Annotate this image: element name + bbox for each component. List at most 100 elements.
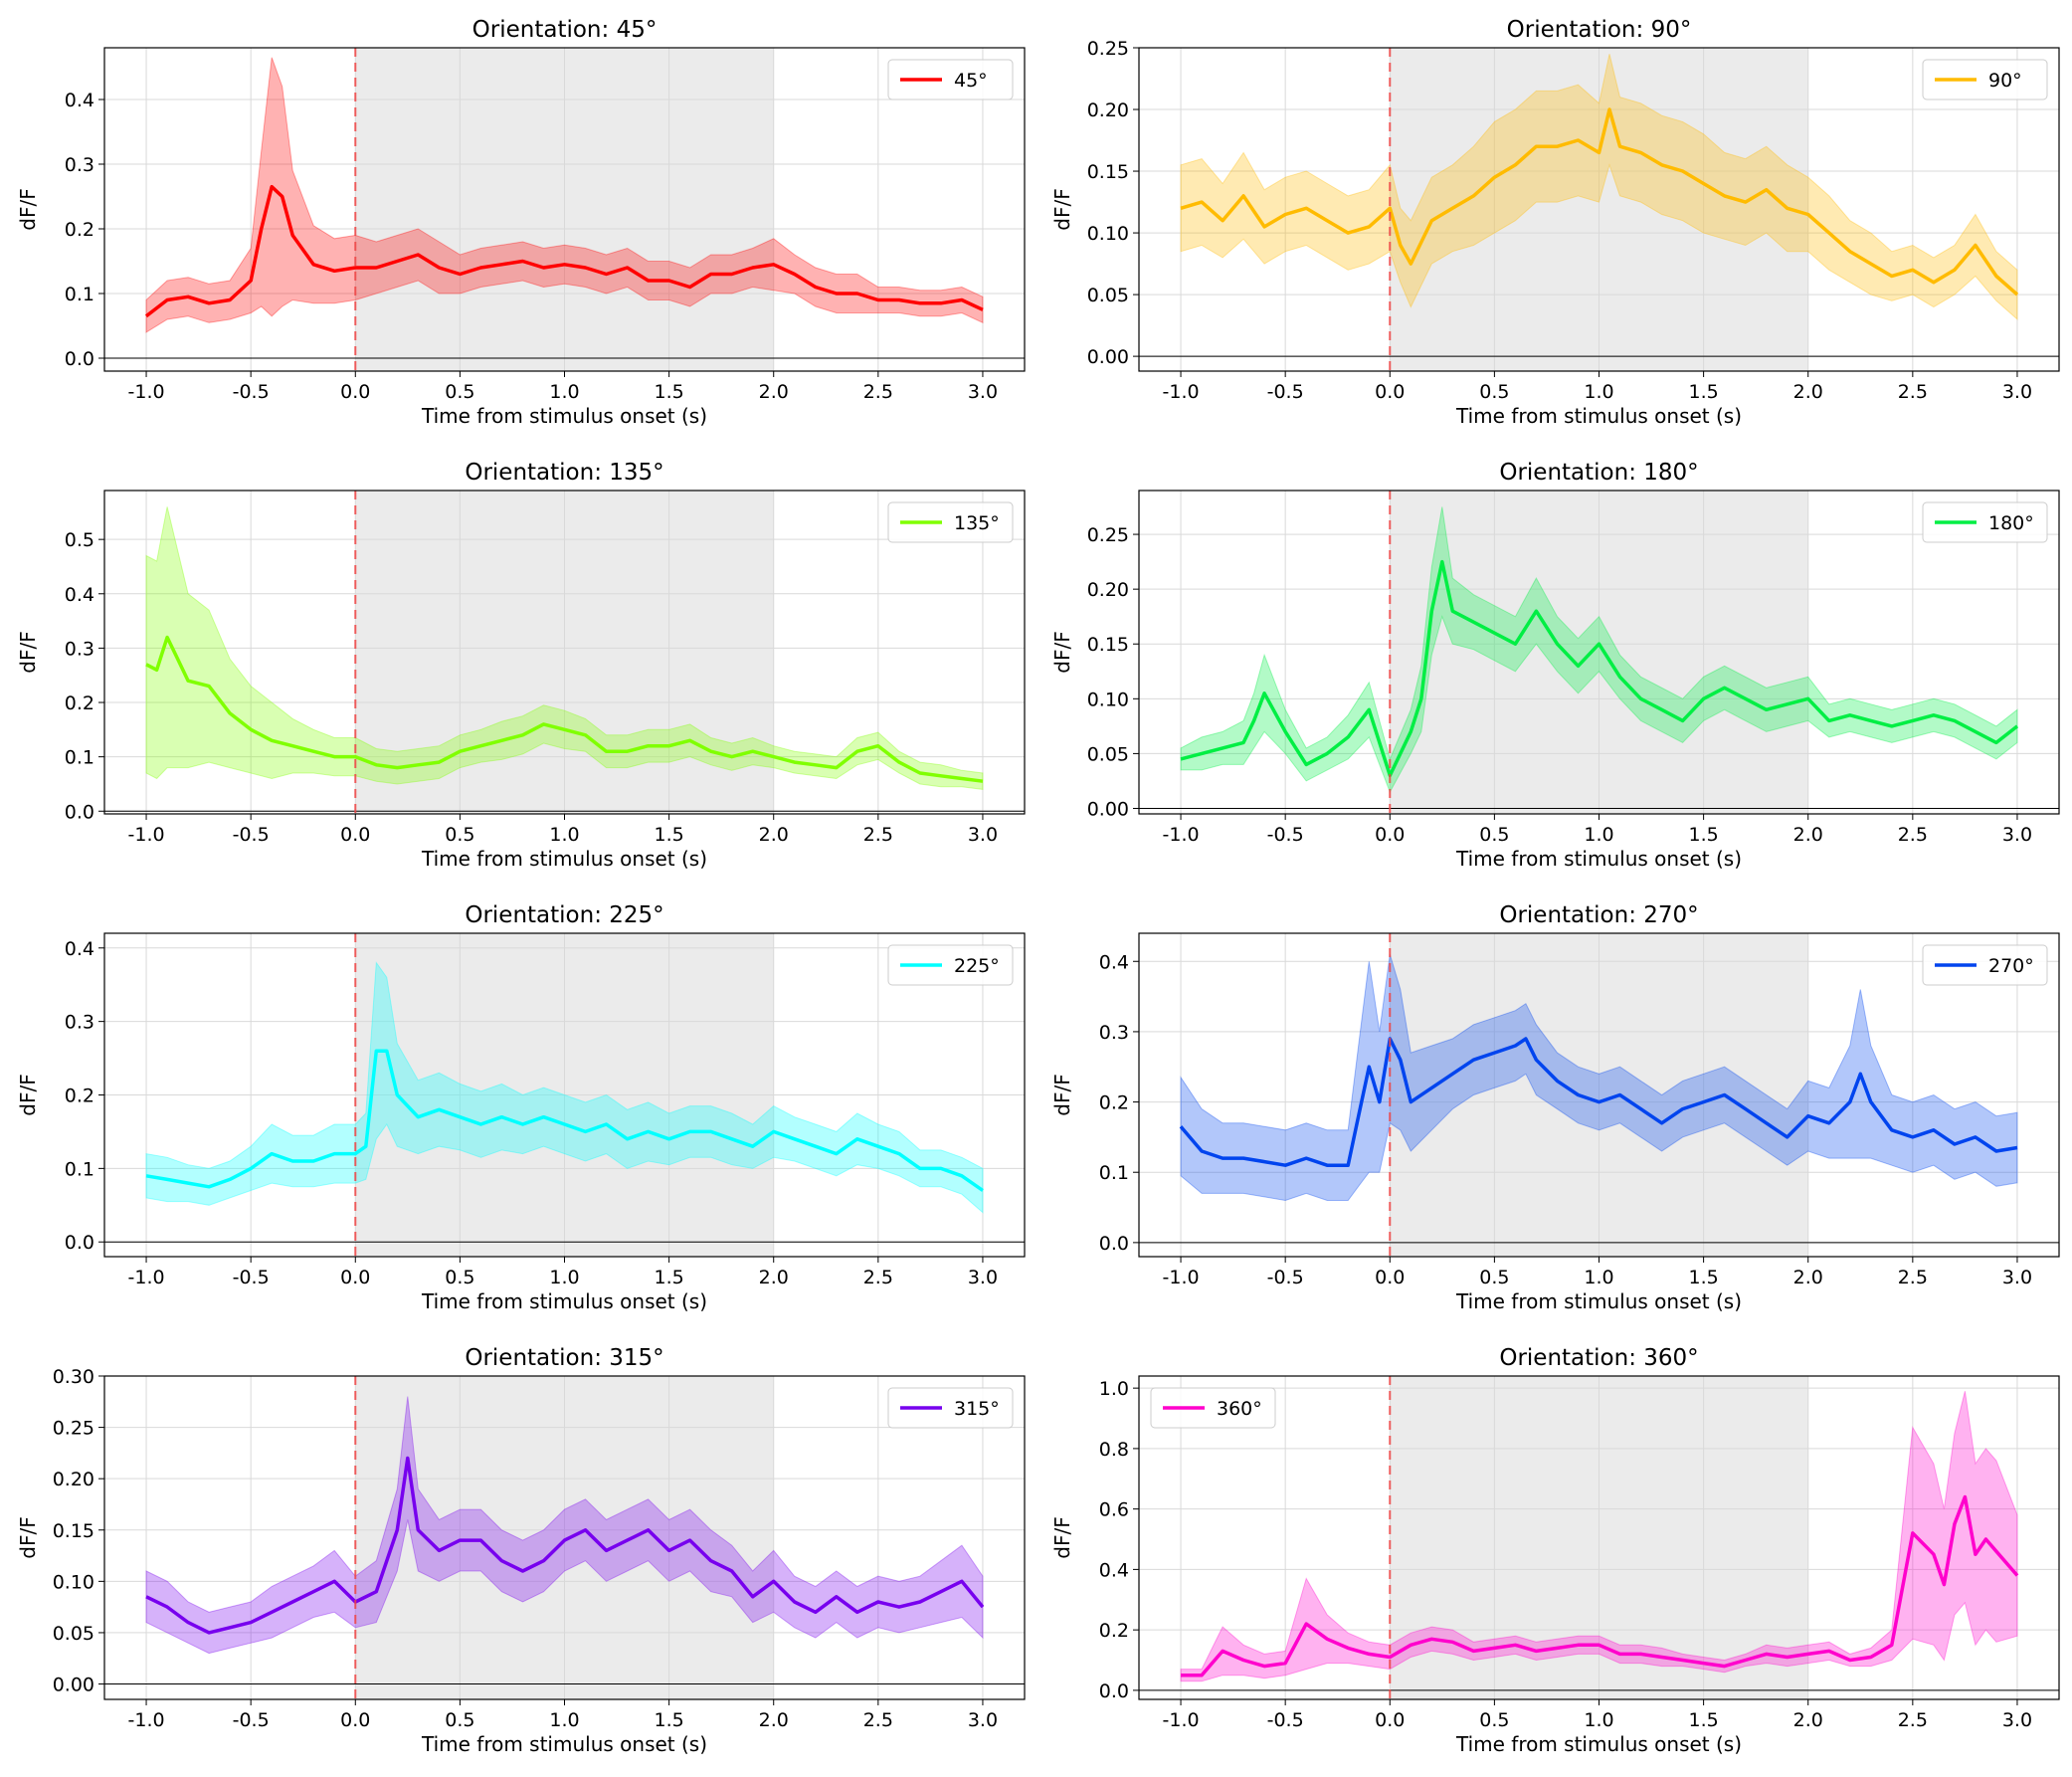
x-axis-label: Time from stimulus onset (s) (421, 847, 707, 871)
y-axis-label: dF/F (16, 631, 40, 673)
series-line (145, 1049, 985, 1192)
y-tick-label: 0.00 (1087, 798, 1129, 820)
series-line (1180, 559, 2019, 778)
x-tick-label: 3.0 (2002, 381, 2032, 403)
legend-label: 270° (1988, 955, 2034, 977)
x-tick-label: 0.5 (445, 1709, 474, 1731)
subplot-7: -1.0 -0.5 0.0 0.5 1.0 1.5 2.0 2.5 3.0 0.00 0.05 0.1… (16, 1345, 1026, 1756)
subplot-title: Orientation: 45° (472, 17, 658, 43)
x-tick-label: -0.5 (233, 1267, 270, 1288)
y-tick-label: 0.10 (53, 1571, 94, 1593)
y-tick-label: 0.25 (1087, 38, 1129, 60)
legend-label: 315° (954, 1398, 1000, 1420)
subplot-1: -1.0 -0.5 0.0 0.5 1.0 1.5 2.0 2.5 3.0 0.0 0.1 0.2 0.… (16, 17, 1026, 428)
error-band (1180, 54, 2018, 321)
x-axis-label: Time from stimulus onset (s) (421, 404, 707, 428)
x-tick-label: 0.5 (1479, 1267, 1509, 1288)
x-tick-label: -0.5 (233, 1709, 270, 1731)
x-tick-label: 2.0 (1793, 381, 1823, 403)
subplot-2: -1.0 -0.5 0.0 0.5 1.0 1.5 2.0 2.5 3.0 0.00 0.05 0.1… (1050, 17, 2060, 428)
y-tick-label: 0.20 (53, 1469, 94, 1490)
x-tick-label: 3.0 (2002, 1709, 2032, 1731)
x-tick-label: 0.0 (340, 824, 370, 846)
y-tick-label: 0.0 (1099, 1233, 1129, 1255)
series-line (144, 184, 984, 318)
y-tick-label: 0.30 (53, 1366, 94, 1388)
legend-box (1922, 944, 2048, 986)
x-axis-label: Time from stimulus onset (s) (1455, 404, 1742, 428)
legend-label: 180° (1988, 512, 2034, 534)
y-tick-label: 0.0 (65, 1232, 94, 1254)
y-tick-label: 0.05 (1087, 285, 1129, 306)
y-tick-label: 0.4 (65, 584, 94, 606)
x-tick-label: 0.0 (340, 381, 370, 403)
y-tick-label: 0.10 (1087, 689, 1129, 710)
x-tick-label: 0.0 (1375, 824, 1405, 846)
y-tick-label: 0.05 (53, 1623, 94, 1645)
x-tick-label: 2.5 (1898, 824, 1928, 846)
x-tick-label: 1.0 (1584, 381, 1613, 403)
subplot-3: -1.0 -0.5 0.0 0.5 1.0 1.5 2.0 2.5 3.0 0.0 0.1 0.2 0.… (16, 460, 1026, 871)
y-tick-label: 0.2 (1099, 1092, 1129, 1114)
legend-label: 90° (1988, 70, 2022, 92)
y-tick-label: 0.15 (53, 1520, 94, 1542)
x-tick-label: 0.5 (445, 1267, 474, 1288)
legend-box (887, 944, 1014, 986)
legend: 90° (1922, 59, 2048, 100)
x-tick-label: 0.0 (1375, 1267, 1405, 1288)
subplot-title: Orientation: 225° (465, 902, 663, 928)
y-axis-label: dF/F (1050, 1074, 1074, 1115)
x-tick-label: 3.0 (2002, 824, 2032, 846)
y-tick-label: 0.1 (65, 747, 94, 769)
x-tick-label: 0.5 (445, 824, 474, 846)
y-tick-label: 0.6 (1099, 1499, 1129, 1521)
y-tick-label: 0.20 (1087, 99, 1129, 121)
y-tick-label: 0.3 (65, 154, 94, 176)
x-tick-label: 2.5 (863, 1709, 893, 1731)
y-tick-label: 0.05 (1087, 743, 1129, 765)
x-axis-label: Time from stimulus onset (s) (1455, 1732, 1742, 1756)
x-axis-label: Time from stimulus onset (s) (421, 1732, 707, 1756)
legend: 315° (887, 1387, 1014, 1429)
x-tick-label: 3.0 (968, 1709, 998, 1731)
x-tick-label: 3.0 (968, 1267, 998, 1288)
legend-box (887, 59, 1014, 100)
x-tick-label: 2.0 (759, 824, 789, 846)
x-tick-label: 0.5 (1479, 1709, 1509, 1731)
legend: 360° (1150, 1387, 1276, 1429)
y-tick-label: 0.10 (1087, 223, 1129, 245)
legend-box (887, 501, 1014, 543)
x-tick-label: 0.0 (340, 1267, 370, 1288)
x-tick-label: 2.0 (1793, 824, 1823, 846)
y-tick-label: 0.0 (1099, 1680, 1129, 1702)
x-tick-label: -1.0 (1163, 824, 1200, 846)
y-tick-label: 0.2 (65, 219, 94, 241)
y-tick-label: 0.2 (65, 1086, 94, 1107)
y-tick-label: 0.1 (1099, 1162, 1129, 1184)
legend-box (1922, 501, 2048, 543)
x-tick-label: -0.5 (1267, 824, 1304, 846)
y-tick-label: 0.4 (1099, 951, 1129, 973)
x-tick-label: -1.0 (128, 1267, 165, 1288)
x-tick-label: -1.0 (1163, 1709, 1200, 1731)
x-tick-label: -0.5 (1267, 381, 1304, 403)
x-tick-label: 2.0 (759, 381, 789, 403)
x-axis-label: Time from stimulus onset (s) (1455, 1289, 1742, 1313)
legend-label: 45° (954, 70, 988, 92)
y-tick-label: 0.3 (1099, 1022, 1129, 1044)
legend-label: 360° (1217, 1398, 1262, 1420)
x-tick-label: 1.5 (1689, 824, 1719, 846)
x-tick-label: -1.0 (1163, 1267, 1200, 1288)
x-tick-label: 1.5 (655, 381, 684, 403)
x-tick-label: 0.5 (1479, 381, 1509, 403)
y-tick-label: 0.0 (65, 348, 94, 370)
y-axis-label: dF/F (1050, 1516, 1074, 1558)
x-tick-label: -0.5 (233, 381, 270, 403)
x-tick-label: 1.0 (1584, 1709, 1613, 1731)
x-tick-label: 2.5 (863, 1267, 893, 1288)
legend: 225° (887, 944, 1014, 986)
subplot-title: Orientation: 360° (1499, 1345, 1698, 1371)
y-tick-label: 0.15 (1087, 634, 1129, 656)
